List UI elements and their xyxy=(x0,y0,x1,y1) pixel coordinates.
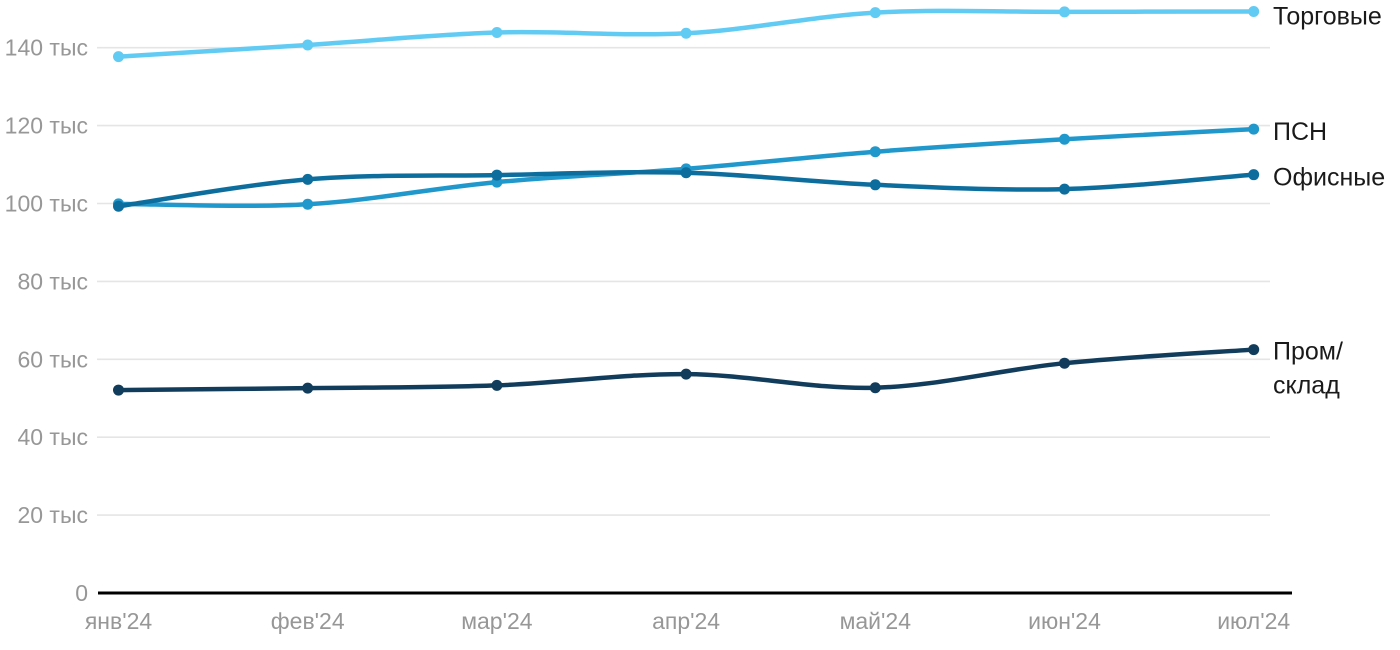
series-point-psn xyxy=(1248,123,1260,135)
x-axis-tick-label: июн'24 xyxy=(1028,608,1101,634)
y-axis-tick-label: 60 тыс xyxy=(17,346,88,372)
series-point-torgovye xyxy=(869,7,881,19)
series-point-ofisnye xyxy=(1059,183,1070,195)
series-point-prom-sklad xyxy=(113,384,124,396)
series-point-torgovye xyxy=(1059,6,1070,18)
series-point-torgovye xyxy=(113,51,124,63)
series-label-psn: ПСН xyxy=(1273,118,1327,146)
series-point-torgovye xyxy=(1248,5,1260,17)
series-point-ofisnye xyxy=(302,173,314,185)
x-axis-tick-label: май'24 xyxy=(840,608,912,634)
series-label-prom-sklad: Пром/ xyxy=(1273,338,1343,366)
series-point-ofisnye xyxy=(869,179,881,191)
y-axis-tick-label: 80 тыс xyxy=(17,268,88,294)
series-label-prom-sklad: склад xyxy=(1273,372,1340,400)
x-axis-tick-label: фев'24 xyxy=(271,608,345,634)
series-point-psn xyxy=(302,198,314,210)
y-axis-tick-label: 40 тыс xyxy=(17,424,88,450)
series-point-torgovye xyxy=(680,27,692,39)
series-point-prom-sklad xyxy=(491,379,503,391)
series-point-ofisnye xyxy=(491,169,503,181)
series-point-prom-sklad xyxy=(869,382,881,394)
y-axis-tick-label: 20 тыс xyxy=(17,502,88,528)
x-axis-tick-label: мар'24 xyxy=(461,608,533,634)
y-axis-tick-label: 0 xyxy=(75,580,88,606)
y-axis-tick-label: 140 тыс xyxy=(5,35,88,61)
series-label-ofisnye: Офисные xyxy=(1273,164,1385,192)
series-point-prom-sklad xyxy=(302,382,314,394)
series-point-psn xyxy=(1059,133,1070,145)
series-point-ofisnye xyxy=(680,167,692,179)
series-point-prom-sklad xyxy=(680,368,692,380)
x-axis-tick-label: янв'24 xyxy=(85,608,153,634)
x-axis-tick-label: апр'24 xyxy=(652,608,720,634)
series-point-ofisnye xyxy=(113,200,124,212)
series-label-torgovye: Торговые xyxy=(1273,2,1382,30)
series-point-torgovye xyxy=(491,27,503,39)
series-point-torgovye xyxy=(302,39,314,51)
y-axis-tick-label: 100 тыс xyxy=(5,191,88,217)
series-point-ofisnye xyxy=(1248,169,1260,181)
series-point-prom-sklad xyxy=(1059,357,1070,369)
series-point-prom-sklad xyxy=(1248,344,1260,356)
series-point-psn xyxy=(869,146,881,158)
y-axis-tick-label: 120 тыс xyxy=(5,113,88,139)
x-axis-tick-label: июл'24 xyxy=(1217,608,1290,634)
